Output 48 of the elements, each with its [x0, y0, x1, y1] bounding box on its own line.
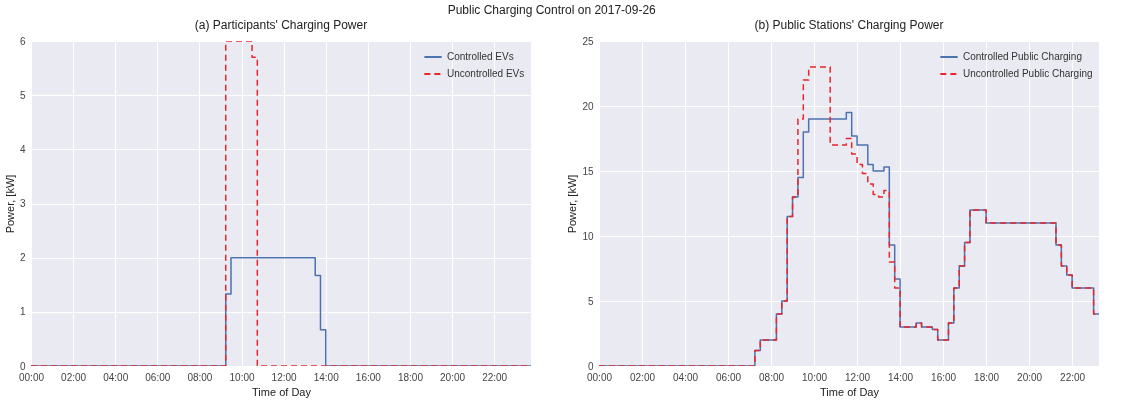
x-tick-label: 04:00: [103, 371, 129, 383]
chart-title: (a) Participants' Charging Power: [194, 18, 368, 32]
x-tick-label: 00:00: [18, 371, 45, 383]
y-tick-label: 15: [582, 165, 594, 177]
y-tick-label: 0: [19, 360, 26, 372]
x-tick-label: 06:00: [145, 371, 171, 383]
x-tick-label: 02:00: [61, 371, 87, 383]
y-tick-label: 20: [582, 100, 594, 112]
x-tick-label: 16:00: [355, 371, 382, 383]
y-tick-label: 10: [582, 230, 594, 242]
y-tick-label: 1: [19, 306, 26, 318]
y-tick-label: 3: [19, 198, 26, 209]
x-tick-label: 16:00: [931, 371, 957, 383]
y-axis-title: Power, [kW]: [3, 174, 16, 234]
x-tick-label: 18:00: [397, 371, 424, 383]
x-tick-label: 12:00: [271, 371, 298, 383]
x-tick-label: 20:00: [1017, 371, 1043, 383]
text: Public Charging Control on 2017-09-26: [447, 3, 657, 17]
y-tick-label: 0: [587, 360, 594, 372]
x-tick-label: 12:00: [845, 371, 871, 383]
x-tick-label: 20:00: [440, 371, 466, 383]
y-tick-label: 2: [19, 252, 26, 264]
chart-title: (b) Public Stations' Charging Power: [754, 18, 944, 32]
x-tick-label: 14:00: [888, 371, 914, 383]
x-tick-label: 08:00: [759, 371, 785, 383]
x-tick-label: 04:00: [673, 371, 699, 383]
x-axis-title: Time of Day: [820, 385, 880, 398]
x-tick-label: 18:00: [974, 371, 1000, 383]
y-tick-label: 25: [582, 35, 594, 47]
y-tick-label: 5: [587, 295, 594, 307]
x-tick-label: 10:00: [802, 371, 828, 383]
legend-label: Controlled Public Charging: [963, 51, 1082, 62]
x-tick-label: 22:00: [1060, 371, 1086, 383]
x-tick-label: 10:00: [229, 371, 255, 383]
x-tick-label: 08:00: [187, 371, 213, 383]
legend-label: Uncontrolled EVs: [447, 68, 525, 79]
x-tick-label: 22:00: [482, 371, 508, 383]
legend-label: Uncontrolled Public Charging: [963, 68, 1093, 79]
legend-label: Controlled EVs: [447, 51, 514, 62]
y-tick-label: 5: [19, 89, 26, 101]
x-tick-label: 14:00: [313, 371, 340, 383]
x-tick-label: 06:00: [716, 371, 742, 383]
x-axis-title: Time of Day: [252, 385, 312, 398]
y-tick-label: 6: [19, 35, 26, 47]
y-tick-label: 4: [19, 143, 26, 155]
y-axis-title: Power, [kW]: [566, 174, 579, 234]
x-tick-label: 02:00: [630, 371, 656, 383]
x-tick-label: 00:00: [586, 371, 613, 383]
